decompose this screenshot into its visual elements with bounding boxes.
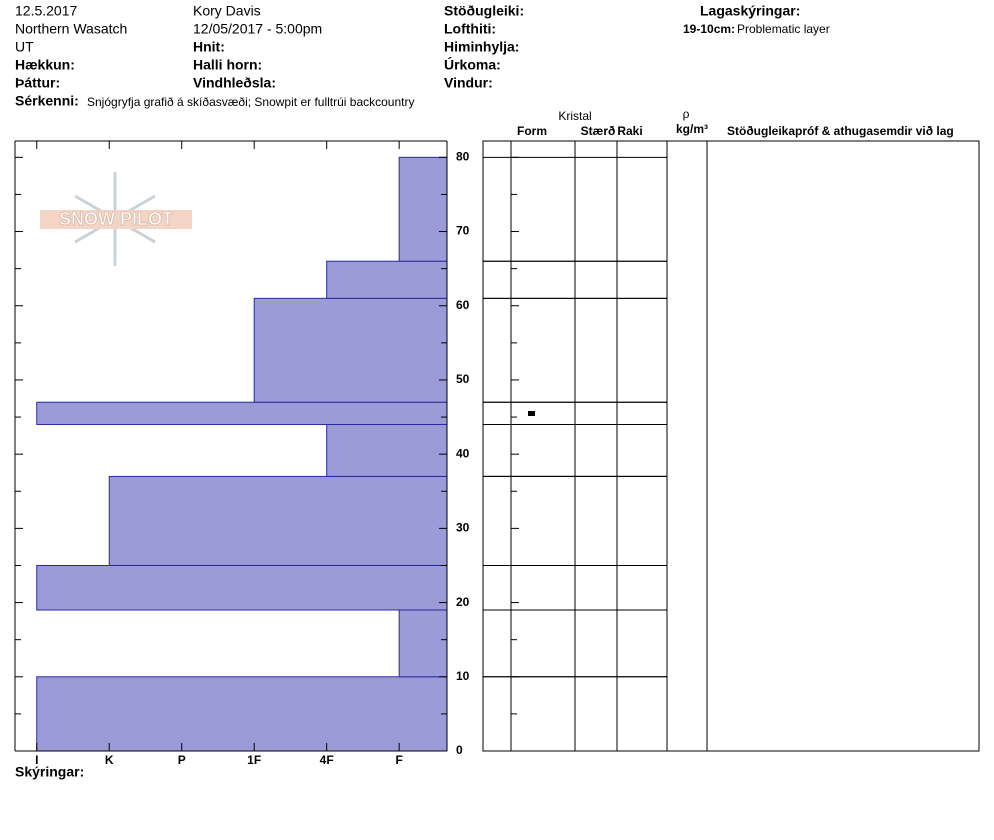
y-tick-label: 60 <box>456 298 470 312</box>
air-temp-label: Lofthiti: <box>444 21 496 37</box>
hardness-bar <box>398 609 448 678</box>
features-text: Snjógryfja grafið á skíðasvæði; Snowpit … <box>87 95 415 109</box>
elevation-label: Hækkun: <box>15 57 75 73</box>
x-tick-label: 4F <box>320 753 334 767</box>
y-tick-label: 0 <box>456 743 463 757</box>
state: UT <box>15 39 34 55</box>
y-tick-label: 30 <box>456 521 470 535</box>
hardness-bar <box>36 401 448 425</box>
hardness-bar <box>36 676 448 752</box>
x-tick-label: F <box>395 753 402 767</box>
x-tick-label: K <box>105 753 114 767</box>
footer-label: Skýringar: <box>15 764 84 780</box>
hardness-bar <box>326 423 448 477</box>
layer-notes-label: Lagaskýringar: <box>700 3 800 19</box>
x-tick-label: I <box>35 753 38 767</box>
table-frame <box>482 140 980 752</box>
grain-symbol <box>528 411 535 416</box>
datetime: 12/05/2017 - 5:00pm <box>193 21 322 37</box>
slope-label: Halli horn: <box>193 57 262 73</box>
coords-label: Hnit: <box>193 39 225 55</box>
layer-note-text: Problematic layer <box>737 22 830 36</box>
y-tick-label: 80 <box>456 149 470 163</box>
precip-label: Úrkoma: <box>444 56 501 73</box>
y-tick-label: 40 <box>456 446 470 460</box>
hardness-bar <box>398 156 448 262</box>
x-tick-label: P <box>178 753 186 767</box>
observer: Kory Davis <box>193 3 261 19</box>
features-label: Sérkenni: <box>15 93 79 109</box>
date: 12.5.2017 <box>15 3 77 19</box>
logo: SNOW PILOT <box>40 172 192 266</box>
wind-label: Vindur: <box>444 75 493 91</box>
header: 12.5.2017 Kory Davis Stöðugleiki: Lagask… <box>15 3 830 109</box>
size-label: Stærð <box>581 124 616 138</box>
x-tick-label: 1F <box>247 753 261 767</box>
y-tick-label: 50 <box>456 372 470 386</box>
sky-label: Himinhylja: <box>444 39 519 55</box>
form-label: Form <box>517 124 547 138</box>
logo-text: SNOW PILOT <box>59 209 173 229</box>
hardness-bar <box>253 297 448 403</box>
hardness-bar <box>36 564 448 611</box>
wind-loading-label: Vindhleðsla: <box>193 75 276 91</box>
layer-note-range: 19-10cm: <box>683 22 735 36</box>
hardness-bar <box>108 475 448 566</box>
crystal-label: Kristal <box>558 109 591 123</box>
comments-label: Stöðugleikapróf & athugasemdir við lag <box>727 124 954 138</box>
aspect-label: Þáttur: <box>15 75 60 91</box>
stability-label: Stöðugleiki: <box>444 3 524 19</box>
range: Northern Wasatch <box>15 21 127 37</box>
moisture-label: Raki <box>617 124 642 138</box>
logo-band <box>40 210 192 229</box>
rho-label: ρ <box>683 107 690 121</box>
y-tick-label: 20 <box>456 595 470 609</box>
y-tick-label: 70 <box>456 224 470 238</box>
y-tick-label: 10 <box>456 669 470 683</box>
hardness-bar <box>326 260 448 299</box>
density-unit: kg/m³ <box>676 122 708 136</box>
table-header: Kristal Form Stærð Raki ρ kg/m³ Stöðugle… <box>517 107 954 138</box>
